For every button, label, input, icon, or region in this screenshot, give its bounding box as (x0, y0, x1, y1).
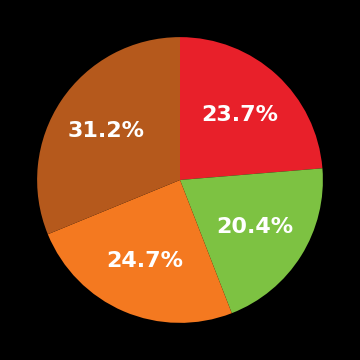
Wedge shape (48, 180, 232, 323)
Wedge shape (37, 37, 180, 234)
Text: 24.7%: 24.7% (107, 251, 184, 271)
Wedge shape (180, 168, 323, 313)
Text: 31.2%: 31.2% (68, 121, 145, 141)
Text: 20.4%: 20.4% (216, 217, 294, 237)
Wedge shape (180, 37, 323, 180)
Text: 23.7%: 23.7% (202, 105, 279, 125)
